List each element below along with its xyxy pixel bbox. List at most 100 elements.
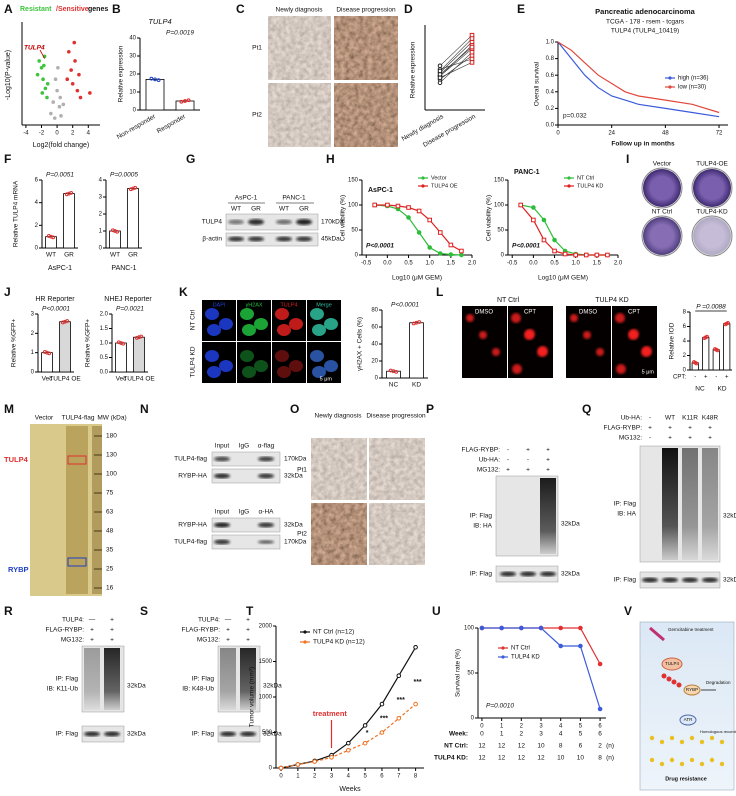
point [88, 91, 92, 95]
nucleus [275, 350, 289, 362]
x-tick-label: WT [110, 252, 120, 259]
x-tick-label: -0.5 [361, 261, 372, 267]
mw-label: 35 [106, 547, 114, 554]
y-tick-label: 3 [99, 195, 103, 201]
x-axis-label: Log10 (μM GEM) [392, 275, 442, 282]
label: TULP4 [202, 219, 223, 226]
point [583, 252, 589, 258]
comet [629, 329, 639, 339]
blot-band [248, 236, 264, 242]
label: - [507, 457, 509, 464]
legend-marker [501, 646, 505, 650]
x-tick-label: 0.0 [529, 261, 538, 267]
tissue-image [369, 438, 425, 500]
box-highlight [67, 557, 87, 567]
p-value: P=0.0005 [110, 172, 138, 179]
point [459, 248, 464, 254]
label: 8 [598, 755, 602, 762]
x-tick-label: - [694, 375, 696, 381]
x-tick-label: 1.0 [426, 261, 435, 267]
label: K48R [702, 415, 719, 422]
label: RYBP [8, 565, 29, 574]
x-tick-label: NC [389, 382, 399, 389]
label: + [648, 425, 652, 432]
label: 12 [518, 743, 526, 750]
point [437, 251, 443, 256]
label: 32kDa [561, 521, 580, 528]
label: IP: Flag [470, 513, 493, 520]
x-tick-label: Responder [156, 113, 188, 135]
legend-label: low (n=30) [678, 85, 706, 91]
label: Pt2 [297, 531, 307, 538]
x-tick-label: + [725, 375, 729, 381]
x-tick-label: 2 [520, 724, 524, 730]
label: genes [88, 6, 108, 13]
bar [63, 193, 75, 249]
point [59, 114, 63, 118]
point [552, 248, 557, 254]
label: (n) [606, 743, 614, 750]
replicate-dot [139, 334, 144, 339]
nucleus [277, 366, 291, 378]
legend-marker [668, 76, 672, 80]
y-tick-label: 80 [371, 308, 378, 314]
point [437, 68, 443, 74]
point [406, 215, 411, 220]
bar [409, 322, 424, 379]
ubiquitin [671, 679, 677, 685]
point [312, 759, 317, 764]
x-tick-label: 3 [539, 724, 543, 730]
mw-label: 180 [106, 433, 117, 440]
label: 4 [559, 731, 563, 738]
y-axis-label: Overall survival [534, 61, 541, 106]
y-tick-label: 150 [348, 178, 359, 184]
blot [211, 451, 281, 467]
chart-title: Pancreatic adenocarcinoma [595, 7, 695, 16]
replicate-dot [694, 361, 699, 366]
label: + [110, 627, 114, 634]
comet [538, 346, 548, 356]
p-value: P=0.0021 [116, 306, 144, 313]
label: + [90, 637, 94, 644]
blot-band [500, 571, 516, 577]
x-tick-label: 0.5 [550, 261, 559, 267]
y-axis-label: -Log10(P-value) [5, 50, 12, 100]
rule [439, 48, 473, 77]
panel-letter: E [517, 2, 525, 16]
point [448, 242, 454, 248]
blot-band [296, 236, 312, 242]
x-tick-label: 0 [279, 774, 283, 780]
panel-letter: D [404, 2, 413, 16]
label: α-flag [258, 443, 275, 450]
label: NC [695, 386, 705, 393]
label: + [110, 617, 114, 624]
dna-node [679, 739, 685, 745]
label: Vector [653, 161, 672, 168]
label: 10 [537, 743, 545, 750]
nucleus [324, 360, 338, 372]
y-tick-label: 150 [494, 178, 505, 184]
label: Input [215, 509, 230, 516]
nucleus [275, 308, 289, 320]
point [65, 77, 70, 82]
chart-title: PANC-1 [514, 169, 540, 176]
label: — [89, 617, 96, 624]
bar [127, 188, 139, 249]
label: PANC-1 [282, 195, 306, 202]
panel-letter: O [290, 402, 299, 416]
point [479, 625, 485, 631]
comet [512, 364, 522, 374]
bar [175, 100, 195, 111]
x-tick-label: 4 [559, 724, 563, 730]
label: IP: Flag [614, 501, 637, 508]
panel-letter: C [236, 2, 245, 16]
y-tick-label: 2 [35, 223, 39, 229]
label: + [506, 467, 510, 474]
point [594, 252, 600, 258]
gene-label: TULP4 [24, 45, 45, 52]
label: 32kDa [284, 473, 303, 480]
diagram-box [639, 621, 735, 791]
legend-label: NT Ctrl [577, 175, 594, 181]
point [541, 217, 547, 223]
label: Disease progression [336, 7, 396, 14]
